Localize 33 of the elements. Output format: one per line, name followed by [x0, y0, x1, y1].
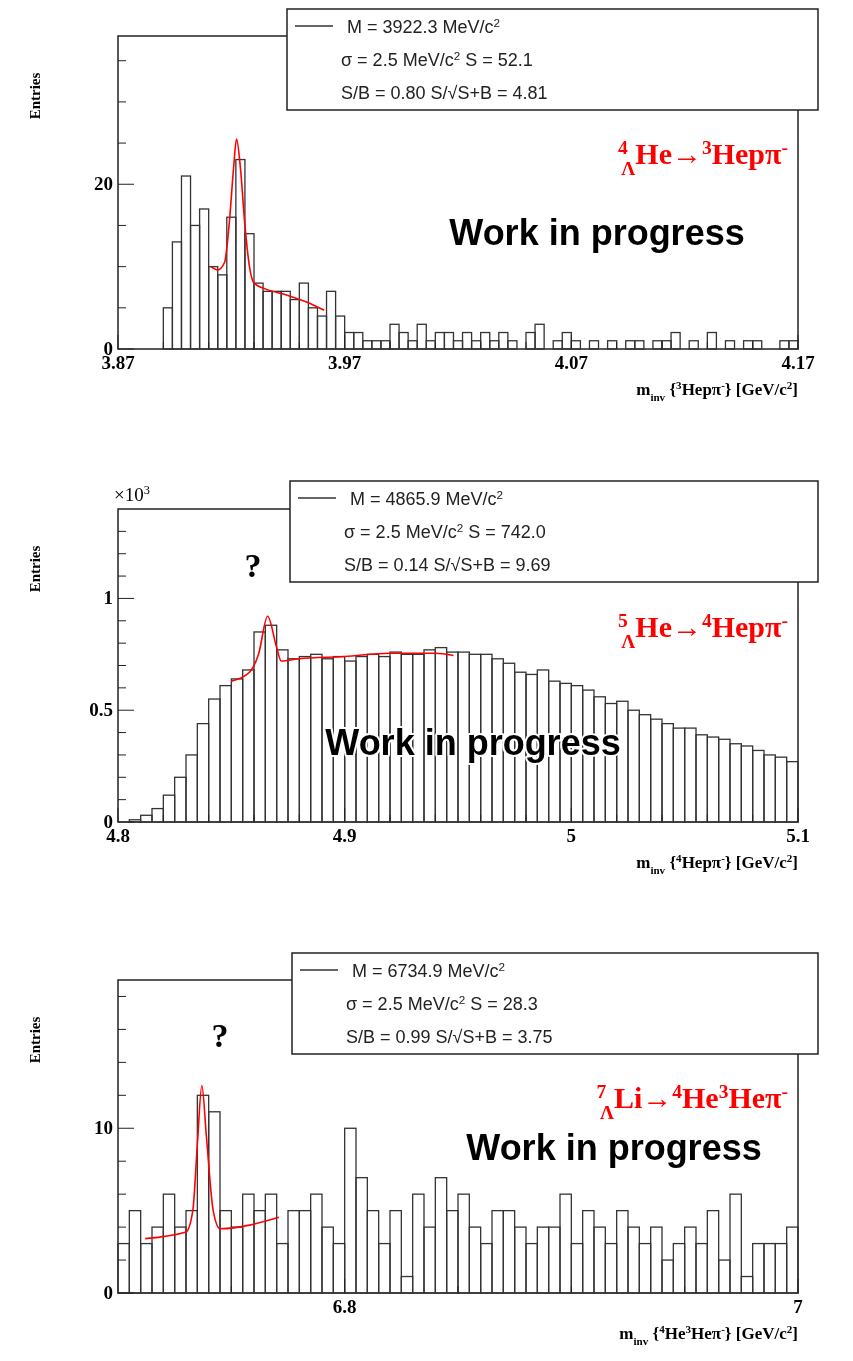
y-tick-label: 20 — [94, 173, 113, 195]
annotation: σ = 2.5 MeV/c$^{2}$ S = 52.1 — [341, 48, 533, 70]
annotation: M = 3922.3 MeV/c$^{2}$ — [347, 15, 501, 37]
y-tick-label: 10 — [94, 1117, 113, 1139]
x-tick-label: 6.8 — [332, 1296, 357, 1317]
annotation: ? — [211, 1017, 229, 1054]
annotation: σ = 2.5 MeV/c$^{2}$ S = 28.3 — [346, 992, 538, 1014]
y-tick-label: 0 — [103, 1282, 113, 1303]
annotation: σ = 2.5 MeV/c$^{2}$ S = 742.0 — [344, 520, 546, 542]
annotation: S/B = 0.99 S/√S+B = 3.75 — [346, 1027, 553, 1047]
x-tick-label: 7 — [793, 1296, 804, 1317]
annotation: Work in progress — [466, 1127, 762, 1168]
text: m$_{inv}$ {$^{4}$He$^{3}$Heπ$^{-}$} [GeV/c$^{2}$] — [619, 1323, 798, 1347]
text: ×10$^{3}$ — [114, 483, 150, 505]
annotation: S/B = 0.14 S/√S+B = 9.69 — [344, 555, 551, 575]
y-axis-title: Entries — [27, 545, 43, 593]
y-axis-title: Entries — [27, 72, 43, 120]
y-axis-title: Entries — [27, 1016, 43, 1064]
x-tick-label: 5 — [566, 825, 577, 846]
text: m$_{inv}$ {$^{4}$Hepπ$^{-}$} [GeV/c$^{2}$] — [636, 852, 798, 876]
text: M = 4865.9 MeV/c$^{2}$ — [350, 487, 504, 509]
x-tick-label: 4.17 — [781, 352, 816, 373]
x-tick-label: 3.97 — [328, 352, 362, 373]
y-tick-label: 1 — [103, 587, 113, 609]
annotation: S/B = 0.80 S/√S+B = 4.81 — [341, 83, 548, 103]
annotation: Work in progress — [449, 212, 745, 253]
annotation: M = 6734.9 MeV/c$^{2}$ — [352, 959, 506, 981]
text: m$_{inv}$ {$^{3}$Hepπ$^{-}$} [GeV/c$^{2}$] — [636, 379, 798, 403]
annotation: ? — [244, 547, 262, 584]
x-tick-label: 4.9 — [332, 825, 357, 846]
x-tick-label: 4.07 — [554, 352, 589, 373]
x-tick-label: 5.1 — [786, 825, 810, 846]
y-tick-label: 0.5 — [89, 699, 113, 721]
